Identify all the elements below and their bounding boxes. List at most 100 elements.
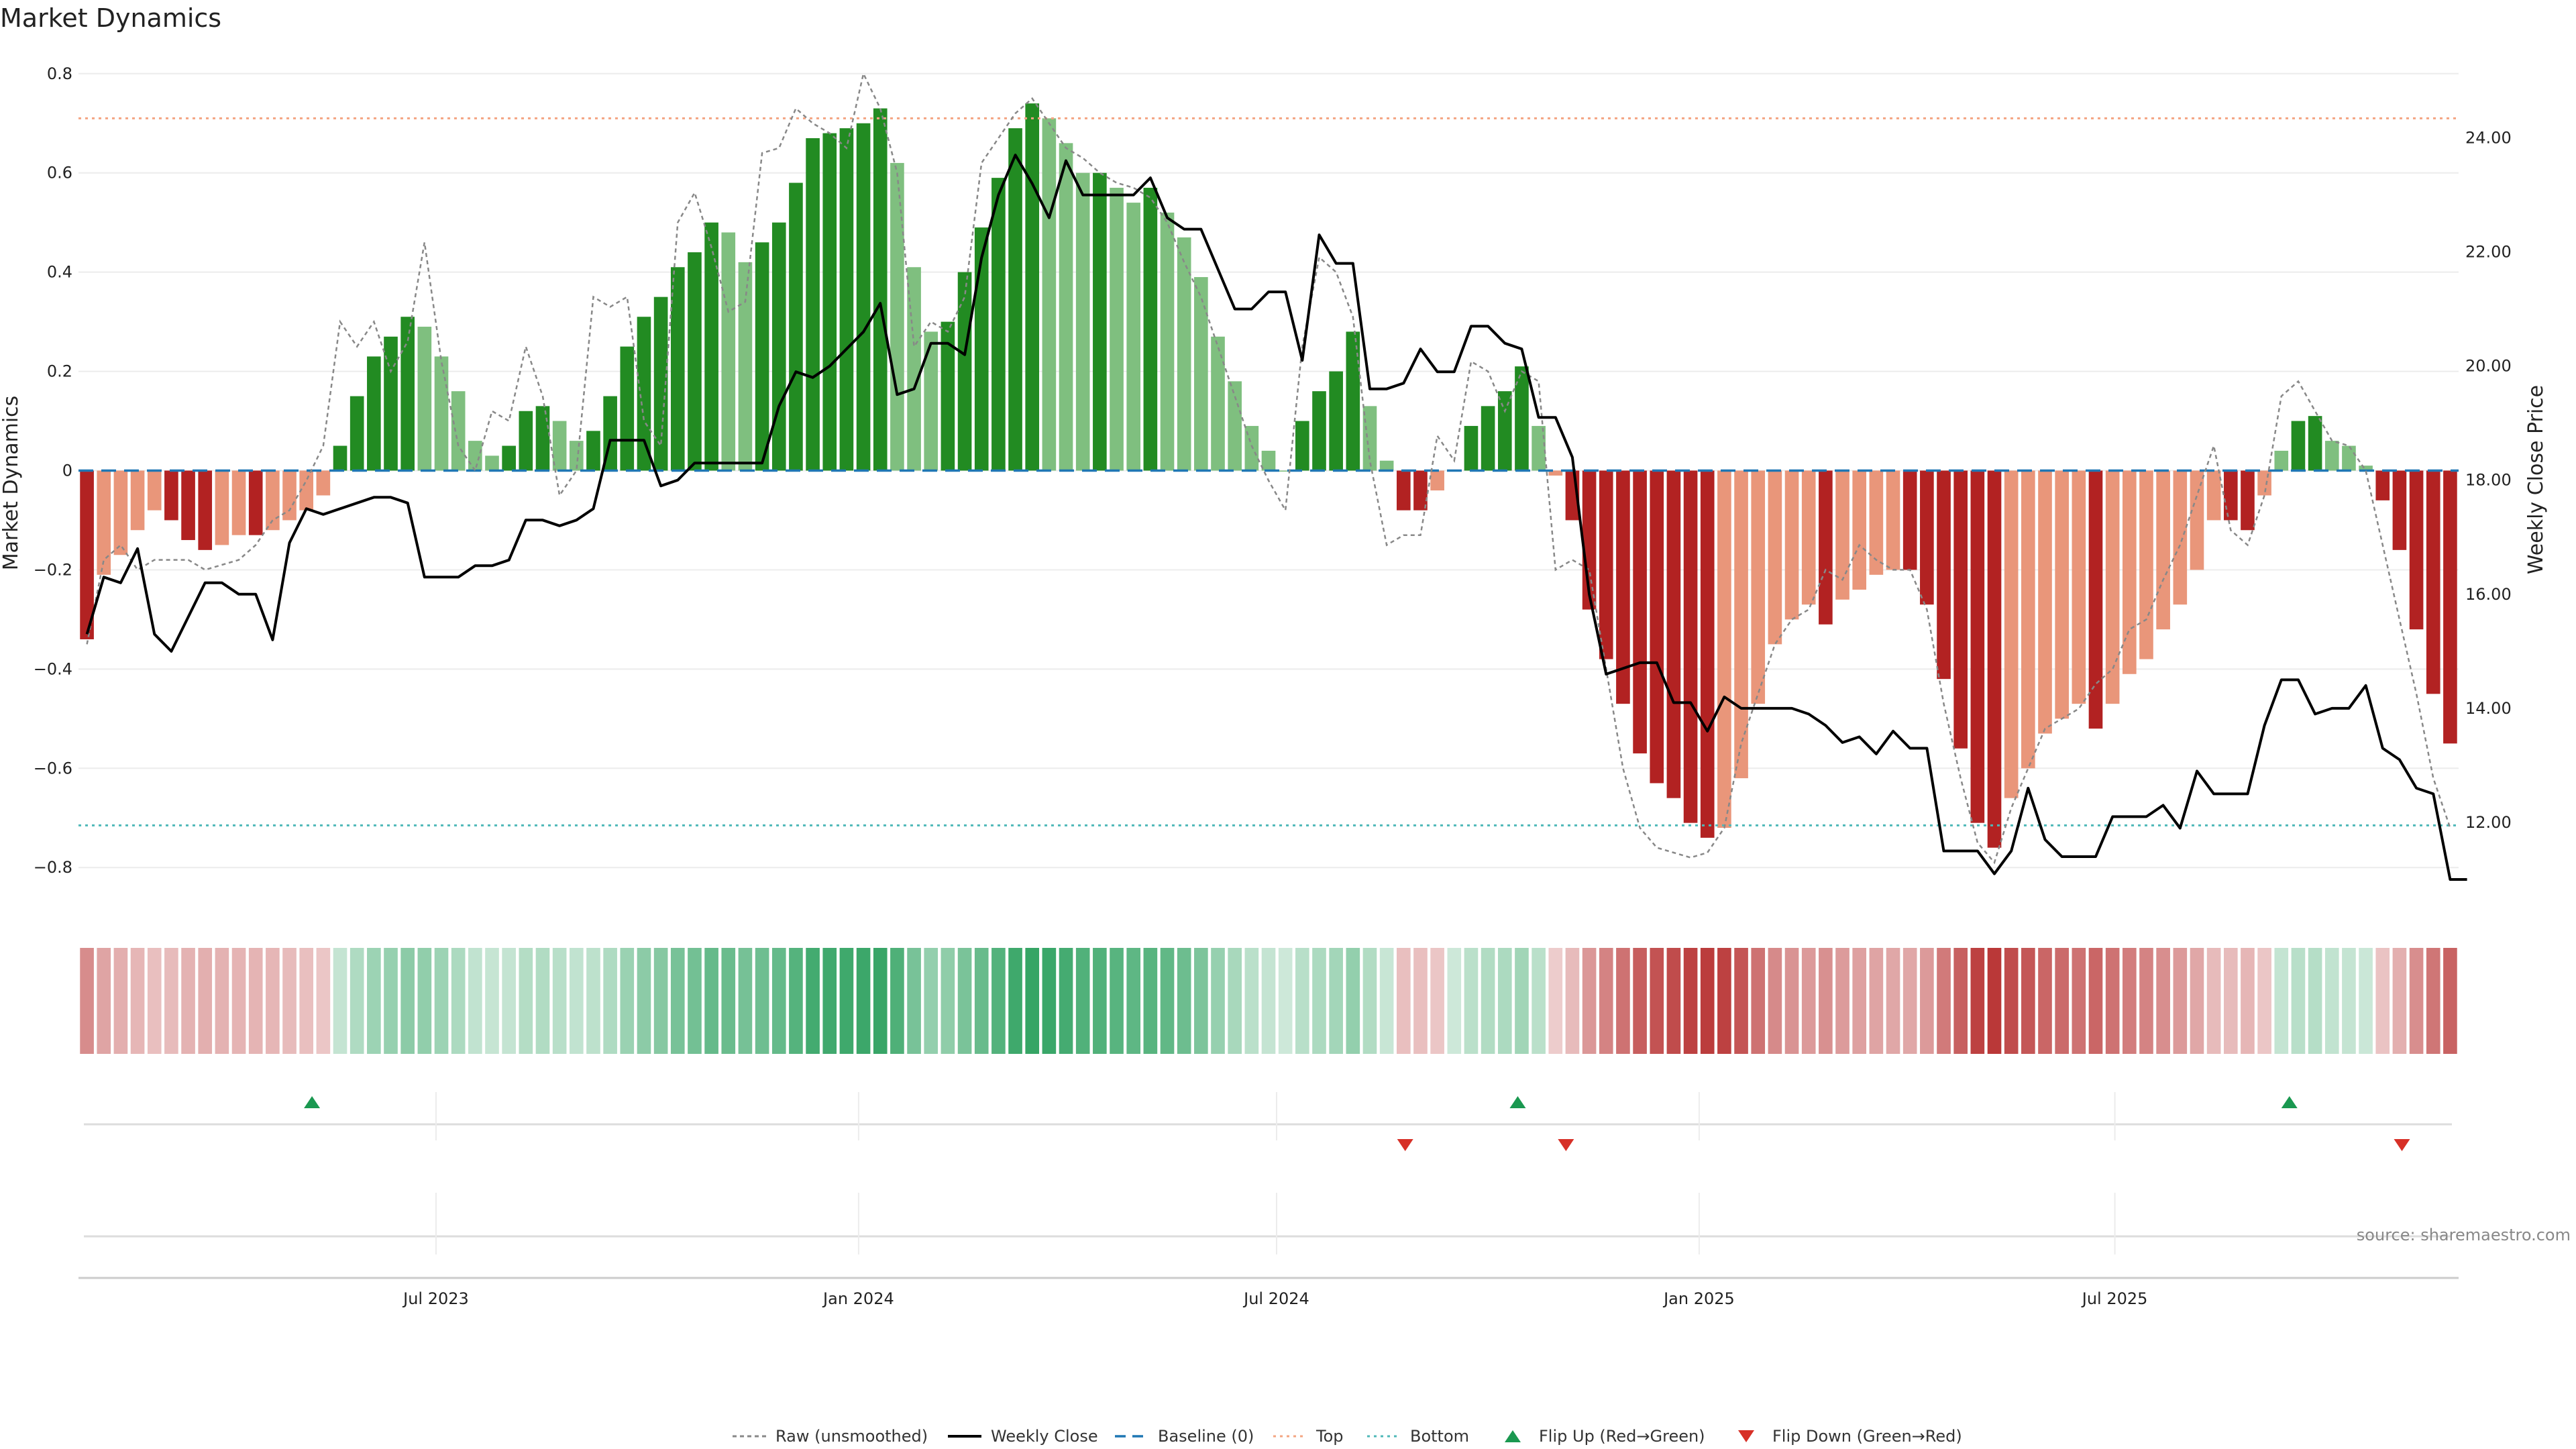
dynamics-bar [519, 411, 533, 471]
dynamics-bar [2156, 470, 2170, 630]
heat-cell [1228, 948, 1242, 1054]
y-tick-label-right: 22.00 [2465, 243, 2512, 262]
dynamics-bar [924, 331, 938, 471]
dynamics-bar [1025, 103, 1040, 471]
dynamics-bar [350, 396, 364, 471]
dynamics-bar [1987, 470, 2002, 848]
dynamics-bar [1295, 421, 1309, 471]
dynamics-bar [552, 421, 567, 471]
heat-cell [1683, 948, 1698, 1054]
dynamics-bar [1194, 277, 1208, 471]
dynamics-bar [451, 391, 466, 471]
heat-cell [839, 948, 854, 1054]
y-axis-label-right: Weekly Close Price [2524, 385, 2548, 574]
dynamics-bar [1362, 406, 1377, 471]
heat-cell [1396, 948, 1411, 1054]
heat-cell [80, 948, 94, 1054]
x-tick-label: Jan 2024 [822, 1289, 894, 1308]
dynamics-bar [1970, 470, 1985, 823]
dynamics-bar [957, 272, 972, 471]
dynamics-bar [1042, 118, 1057, 471]
heat-cell [1413, 948, 1428, 1054]
dynamics-bar [771, 222, 786, 471]
y-tick-label-right: 12.00 [2465, 813, 2512, 832]
heat-cell [755, 948, 769, 1054]
dynamics-bar [1126, 203, 1141, 471]
heat-cell [282, 948, 297, 1054]
legend-item-raw: Raw (unsmoothed) [733, 1427, 928, 1446]
dynamics-bar [2139, 470, 2153, 659]
flip-down-marker [1397, 1139, 1413, 1151]
heat-cell [1059, 948, 1073, 1054]
dynamics-bar [569, 441, 584, 471]
heat-cell [1329, 948, 1343, 1054]
y-tick-label-left: −0.4 [34, 659, 72, 678]
dynamics-bar [1464, 425, 1479, 471]
heat-cell [1937, 948, 1951, 1054]
dynamics-bar [1329, 371, 1343, 471]
heat-cell [2088, 948, 2103, 1054]
heat-cell [704, 948, 718, 1054]
heat-cell [147, 948, 162, 1054]
heat-cell [2375, 948, 2390, 1054]
dynamics-bar [1110, 187, 1124, 471]
legend-label: Baseline (0) [1158, 1427, 1254, 1446]
heat-cell [1143, 948, 1158, 1054]
heat-cell [2308, 948, 2322, 1054]
heat-cell [1666, 948, 1681, 1054]
heat-cell [485, 948, 499, 1054]
heat-cell [299, 948, 314, 1054]
dynamics-bar [1801, 470, 1816, 605]
legend-item-flip-up: Flip Up (Red→Green) [1505, 1427, 1705, 1446]
dynamics-bar [991, 178, 1006, 471]
heat-cell [1616, 948, 1630, 1054]
dynamics-bar [1396, 470, 1411, 511]
legend: Raw (unsmoothed) Weekly Close Baseline (0)… [733, 1427, 1962, 1446]
dynamics-bar [1075, 172, 1090, 471]
heat-cell [1075, 948, 1090, 1054]
heat-cell [1852, 948, 1867, 1054]
dynamics-bar [620, 346, 635, 471]
dynamics-bar [215, 470, 229, 545]
y-axis-label-left: Market Dynamics [0, 396, 23, 571]
dynamics-bar [1902, 470, 1917, 570]
heat-cell [1801, 948, 1816, 1054]
heat-cell [2359, 948, 2373, 1054]
flip-down-marker [2394, 1139, 2410, 1151]
dynamics-bar [586, 431, 600, 471]
dynamics-bar [1413, 470, 1428, 511]
heat-cell [502, 948, 516, 1054]
dynamics-bar [2308, 416, 2322, 471]
dynamics-bar [2055, 470, 2069, 719]
heat-cell [2206, 948, 2221, 1054]
dynamics-bar [2375, 470, 2390, 500]
heat-cell [215, 948, 229, 1054]
heat-cell [721, 948, 736, 1054]
heat-cell [1582, 948, 1597, 1054]
dynamics-bar [890, 162, 904, 471]
heat-cell [1295, 948, 1309, 1054]
heat-cell [2156, 948, 2170, 1054]
heat-cell [1784, 948, 1799, 1054]
heat-cell [1312, 948, 1326, 1054]
heat-cell [2004, 948, 2019, 1054]
legend-item-bottom: Bottom [1367, 1427, 1469, 1446]
heat-cell [248, 948, 263, 1054]
dynamics-bar [704, 222, 718, 471]
heat-cell [941, 948, 955, 1054]
dynamics-bar [1666, 470, 1681, 798]
heat-cell [603, 948, 617, 1054]
dynamics-bar [97, 470, 111, 575]
heat-cell [907, 948, 921, 1054]
dynamics-bar [721, 232, 736, 471]
heat-cell [1869, 948, 1884, 1054]
dynamics-bar [873, 108, 888, 471]
dynamics-bar [198, 470, 213, 550]
heat-cell [1717, 948, 1731, 1054]
heat-cell [2342, 948, 2356, 1054]
dynamics-bar [1008, 128, 1022, 471]
heat-cell [1160, 948, 1175, 1054]
dynamics-bar [839, 128, 854, 471]
heat-cell [1650, 948, 1664, 1054]
dynamics-bar [974, 227, 989, 471]
